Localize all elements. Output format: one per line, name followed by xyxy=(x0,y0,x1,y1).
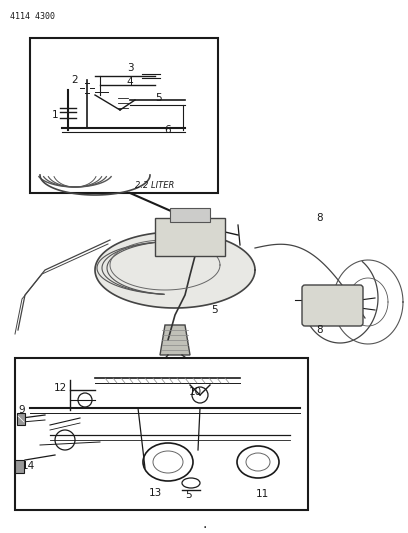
Text: 8: 8 xyxy=(317,325,323,335)
Text: 6: 6 xyxy=(165,125,171,135)
Text: 7: 7 xyxy=(202,217,208,227)
Polygon shape xyxy=(160,325,190,355)
Bar xyxy=(80,80,94,96)
Text: 2: 2 xyxy=(72,75,78,85)
Circle shape xyxy=(178,128,188,138)
Bar xyxy=(95,70,107,82)
FancyBboxPatch shape xyxy=(302,285,363,326)
Text: 2.2 LITER: 2.2 LITER xyxy=(135,181,175,190)
Bar xyxy=(30,38,218,193)
Text: 4: 4 xyxy=(127,77,133,87)
Text: 8: 8 xyxy=(317,213,323,223)
Text: 4114 4300: 4114 4300 xyxy=(10,12,55,21)
Bar xyxy=(170,208,210,222)
Text: 3: 3 xyxy=(127,63,133,73)
Polygon shape xyxy=(95,232,255,308)
Bar xyxy=(15,460,24,473)
Text: 9: 9 xyxy=(19,405,25,415)
Text: .: . xyxy=(203,517,207,531)
Bar xyxy=(15,358,308,510)
Text: 1: 1 xyxy=(52,110,58,120)
Text: 12: 12 xyxy=(53,383,67,393)
Text: 14: 14 xyxy=(21,461,35,471)
Bar xyxy=(17,413,25,425)
Text: 11: 11 xyxy=(255,489,268,499)
Text: 13: 13 xyxy=(149,488,162,498)
Text: 10: 10 xyxy=(188,387,202,397)
Text: 5: 5 xyxy=(185,490,191,500)
Bar xyxy=(155,218,225,256)
Text: 5: 5 xyxy=(212,305,218,315)
Text: 5: 5 xyxy=(155,93,161,103)
